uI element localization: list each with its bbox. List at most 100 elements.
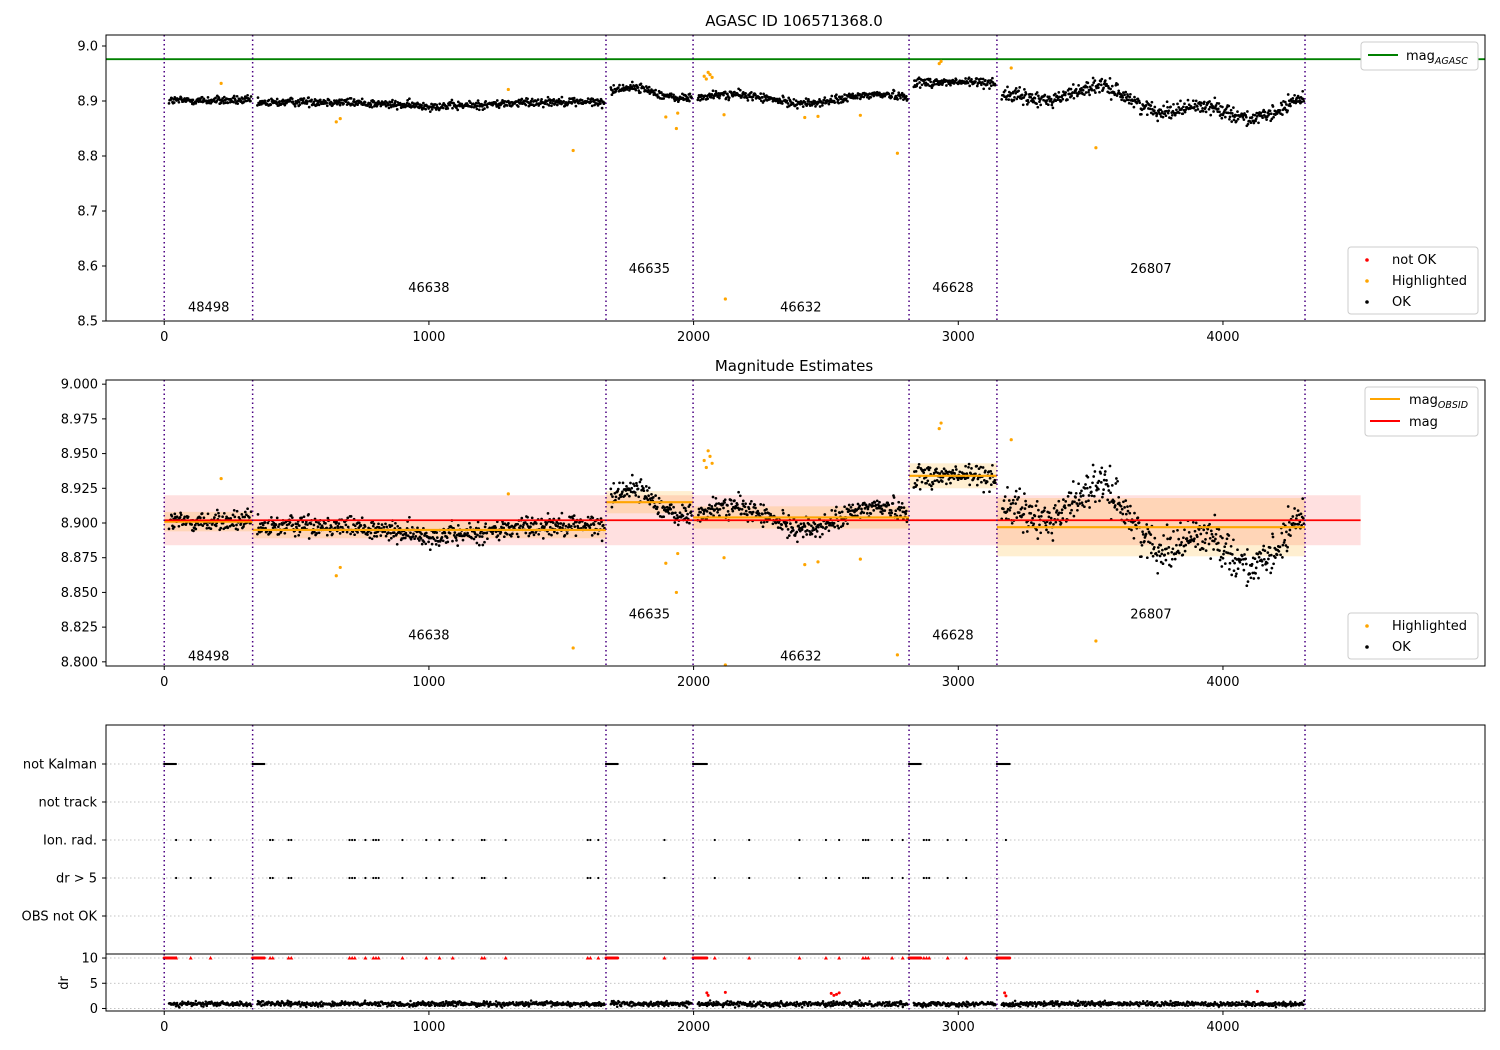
dr-point (550, 1005, 553, 1008)
ok-point (557, 97, 561, 101)
ok-point (1281, 113, 1284, 116)
ok-point (167, 102, 171, 105)
ok-point (1063, 93, 1067, 97)
ok-point (1110, 84, 1114, 88)
ok-point (1108, 464, 1112, 468)
ok-point (897, 91, 901, 95)
ok-point (317, 531, 321, 535)
panel1-axes (105, 34, 1486, 322)
dr-point (412, 1001, 416, 1005)
ok-point (1283, 100, 1287, 104)
ok-point (1193, 529, 1197, 533)
y-tick-label: 8.5 (77, 315, 98, 330)
ok-point (233, 515, 237, 519)
ok-point (1229, 544, 1233, 548)
ok-point (821, 526, 825, 529)
ok-point (722, 93, 725, 97)
ok-point (639, 91, 642, 94)
ok-point (434, 543, 438, 546)
ok-point (1200, 101, 1203, 105)
ion-rad-point (175, 838, 178, 842)
ok-point (1229, 108, 1233, 112)
ok-point (1078, 502, 1082, 505)
ok-point (915, 483, 919, 487)
dr-point (245, 1001, 248, 1004)
dr-point (511, 1000, 515, 1004)
ok-point (1009, 506, 1012, 510)
ok-point (744, 502, 747, 506)
ok-point (441, 106, 445, 110)
ok-point (182, 522, 185, 526)
ok-point (1021, 531, 1025, 534)
ok-point (685, 520, 689, 524)
dr5-point (271, 876, 274, 880)
ok-point (902, 506, 906, 509)
ok-point (1179, 521, 1182, 525)
ok-point (769, 512, 772, 516)
ok-point (266, 521, 270, 525)
ok-point (1231, 559, 1235, 563)
ok-point (846, 99, 849, 103)
ok-point (929, 80, 933, 84)
ok-point (738, 88, 742, 92)
ok-point (981, 466, 985, 469)
ok-point (746, 99, 750, 102)
ok-point (1039, 531, 1043, 535)
ok-point (750, 499, 753, 503)
highlighted-point (571, 646, 575, 650)
ion-rad-point (209, 838, 212, 842)
ok-point (1189, 540, 1192, 544)
ok-point (1211, 535, 1215, 539)
highlighted-point (816, 114, 820, 118)
ok-point (1073, 500, 1076, 504)
highlighted-point (674, 590, 678, 595)
ok-point (629, 83, 632, 87)
ok-point (1054, 520, 1058, 524)
ok-point (318, 98, 322, 102)
ok-point (475, 541, 479, 545)
ok-point (1257, 576, 1260, 580)
dr5-point (504, 876, 507, 880)
ok-point (1301, 97, 1305, 101)
ok-point (593, 531, 596, 535)
ok-point (726, 510, 730, 513)
ok-point (450, 98, 454, 102)
legend-ok: OK (1392, 295, 1411, 310)
ok-point (1285, 103, 1288, 106)
ok-point (918, 81, 921, 84)
ok-point (1062, 90, 1065, 94)
ok-point (1123, 521, 1127, 525)
ok-point (484, 99, 488, 103)
ok-point (1152, 545, 1156, 549)
ok-point (740, 507, 744, 511)
ok-point (814, 535, 817, 538)
ok-point (1175, 543, 1178, 547)
ok-point (545, 521, 549, 525)
ok-point (1187, 531, 1191, 534)
dr-point (483, 1004, 486, 1007)
ok-point (1169, 536, 1172, 540)
ok-point (1102, 82, 1106, 86)
ok-point (1086, 475, 1090, 479)
ok-point (477, 108, 481, 112)
ok-point (470, 105, 474, 109)
ok-point (1222, 552, 1225, 556)
ok-point (1124, 512, 1128, 516)
ok-point (662, 515, 666, 519)
ok-point (974, 472, 977, 476)
x-tick-label: 3000 (942, 330, 975, 345)
ok-point (372, 522, 376, 526)
ok-point (860, 507, 863, 511)
ok-point (890, 95, 894, 99)
ok-point (391, 98, 394, 102)
ok-point (596, 532, 600, 536)
ok-point (357, 521, 361, 525)
ok-point (630, 473, 634, 477)
ok-point (642, 489, 646, 493)
ok-point (1029, 512, 1033, 515)
ok-point (787, 534, 791, 537)
ok-point (915, 478, 919, 482)
ok-point (408, 97, 411, 101)
highlighted-point (506, 492, 510, 496)
